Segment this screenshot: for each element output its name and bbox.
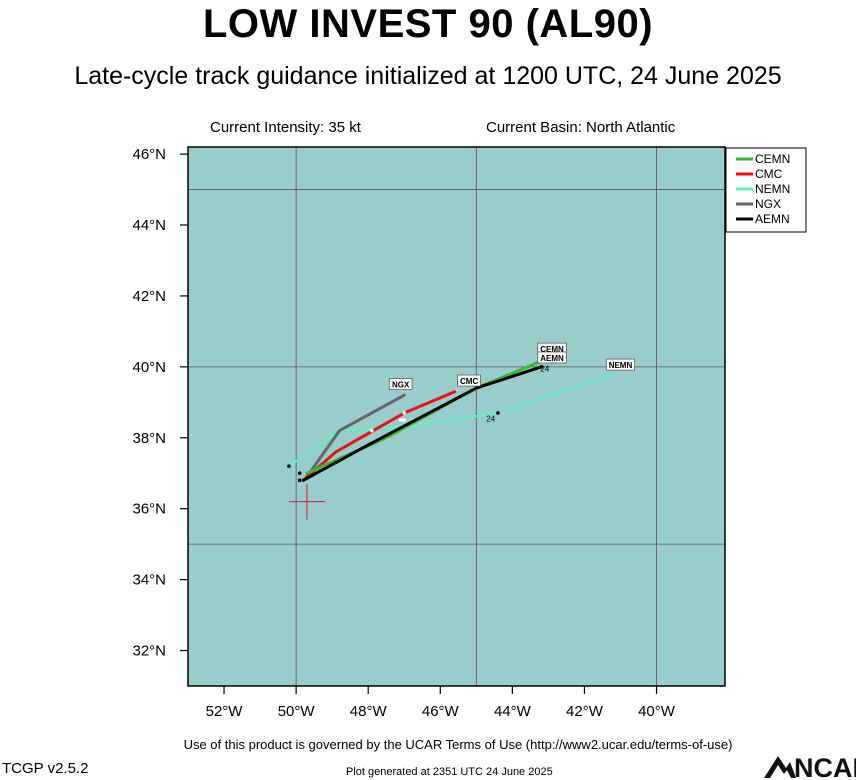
track-end-label-box [457,374,481,387]
x-tick-label: 52°W [206,703,244,720]
ncar-logo-text: NCAR [794,753,856,780]
y-tick-label: 44°N [132,217,166,234]
x-tick-label: 44°W [494,703,532,720]
x-tick-label: 42°W [566,703,604,720]
x-tick-label: 40°W [638,703,676,720]
forecast-hour-label: 24 [540,365,549,374]
x-tick-label: 48°W [350,703,388,720]
y-tick-label: 34°N [132,572,166,589]
y-tick-label: 46°N [132,146,166,163]
track-end-label-box [388,378,413,390]
y-tick-label: 32°N [132,643,166,660]
page-subtitle: Late-cycle track guidance initialized at… [74,62,782,90]
track-line-ngx [305,393,406,479]
map-axes: 52°W 50°W 48°W 46°W 44°W 42°W 40°W 32°N 34°N 36°N… [132,146,675,720]
current-basin: Current Basin: North Atlantic [486,119,676,136]
track-end-label: CEMN [540,345,564,354]
ncar-logo: NCAR [764,753,856,780]
legend-label-nemn: NEMN [755,182,790,196]
y-tick-label: 38°N [132,430,166,447]
map-frame [187,146,726,687]
track-point-nemn [402,418,407,422]
forecast-hour-label: 24 [486,414,495,423]
track-point-cmc [402,411,407,415]
track-end-label: AEMN [540,354,564,363]
track-point-aemn [297,471,302,476]
terms-of-use: Use of this product is governed by the U… [183,737,733,752]
track-point-nemn [496,411,500,415]
legend-label-cemn: CEMN [755,152,790,166]
map-background [188,147,725,686]
legend-label-aemn: AEMN [755,212,790,226]
track-line-aemn [301,365,543,482]
track-end-label-box [605,358,635,371]
page-title: LOW INVEST 90 (AL90) [202,2,654,46]
y-tick-label: 42°N [132,288,166,305]
legend-label-ngx: NGX [755,197,781,211]
track-point-cmc [398,418,403,422]
current-intensity: Current Intensity: 35 kt [210,119,361,136]
track-point-aemn [539,365,543,369]
generated-timestamp: Plot generated at 2351 UTC 24 June 2025 [346,766,553,778]
version-label: TCGP v2.5.2 [2,760,89,777]
track-marks: 24CEMNCMC24NEMNNGX24AEMN [287,342,635,520]
y-tick-label: 40°N [132,359,166,376]
x-tick-label: 46°W [422,703,460,720]
ncar-logo-mark [764,756,796,778]
track-end-label-box [537,351,567,364]
track-point-aemn [297,478,302,483]
track-point-nemn [370,428,374,433]
track-point-nemn [287,464,291,468]
track-end-label: CMC [460,377,478,386]
map-gridlines [188,147,725,686]
track-end-label: NEMN [609,361,633,370]
y-tick-label: 36°N [132,501,166,518]
track-end-label: NGX [392,380,410,389]
x-tick-label: 50°W [278,703,316,720]
track-lines [287,358,615,482]
legend-label-cmc: CMC [755,167,783,181]
